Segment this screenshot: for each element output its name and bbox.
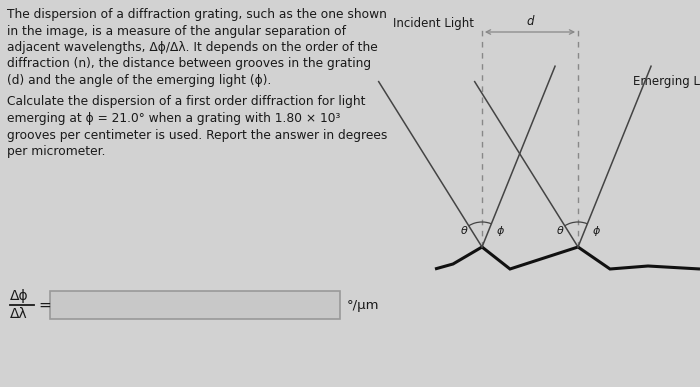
Text: d: d xyxy=(526,15,533,28)
Text: ϕ: ϕ xyxy=(592,226,600,236)
Text: per micrometer.: per micrometer. xyxy=(7,145,106,158)
Text: θ: θ xyxy=(461,226,468,236)
Text: θ: θ xyxy=(556,226,564,236)
Text: Incident Light: Incident Light xyxy=(393,17,474,30)
Text: The dispersion of a diffraction grating, such as the one shown: The dispersion of a diffraction grating,… xyxy=(7,8,387,21)
Text: ϕ: ϕ xyxy=(496,226,504,236)
Text: Δϕ: Δϕ xyxy=(10,289,29,303)
Text: Calculate the dispersion of a first order diffraction for light: Calculate the dispersion of a first orde… xyxy=(7,96,365,108)
Text: emerging at ϕ = 21.0° when a grating with 1.80 × 10³: emerging at ϕ = 21.0° when a grating wit… xyxy=(7,112,340,125)
Text: diffraction (n), the distance between grooves in the grating: diffraction (n), the distance between gr… xyxy=(7,58,371,70)
Text: grooves per centimeter is used. Report the answer in degrees: grooves per centimeter is used. Report t… xyxy=(7,128,387,142)
Text: adjacent wavelengths, Δϕ/Δλ. It depends on the order of the: adjacent wavelengths, Δϕ/Δλ. It depends … xyxy=(7,41,378,54)
Text: (d) and the angle of the emerging light (ϕ).: (d) and the angle of the emerging light … xyxy=(7,74,272,87)
Text: Emerging Light: Emerging Light xyxy=(633,75,700,89)
Text: in the image, is a measure of the angular separation of: in the image, is a measure of the angula… xyxy=(7,24,346,38)
Text: =: = xyxy=(38,298,50,312)
Bar xyxy=(50,291,340,319)
Text: Δλ: Δλ xyxy=(10,307,28,321)
Text: °/μm: °/μm xyxy=(347,298,379,312)
